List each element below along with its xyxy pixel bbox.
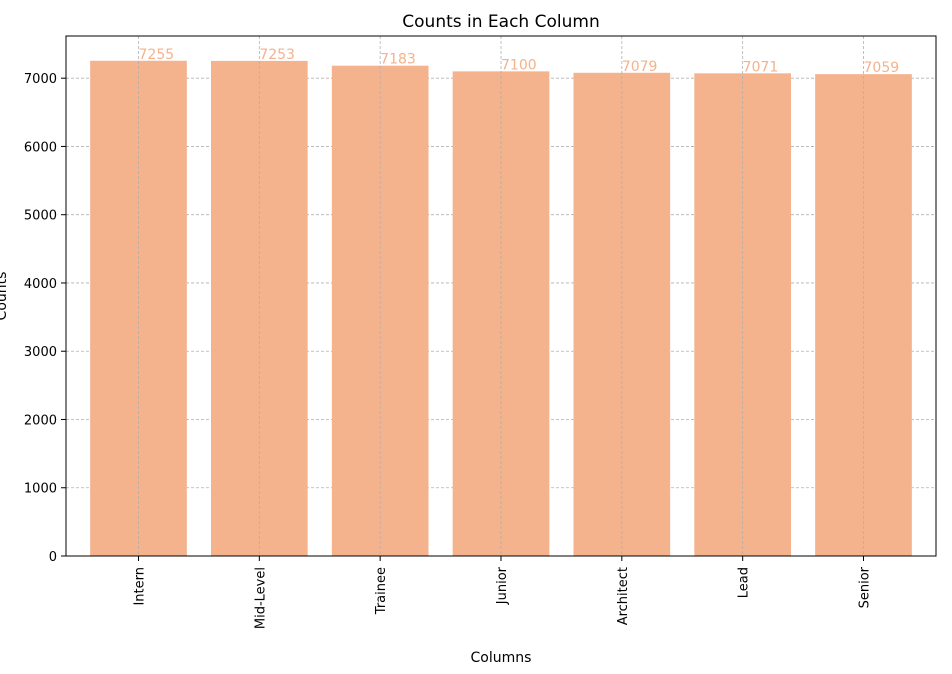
x-axis-label: Columns (471, 650, 532, 666)
y-tick-label: 5000 (24, 209, 57, 224)
y-tick-label: 1000 (24, 482, 57, 497)
y-tick-label: 6000 (24, 140, 57, 155)
bar-value-label: 7079 (622, 59, 658, 75)
y-axis-label: Counts (0, 272, 10, 321)
y-axis-ticks: 0 1000 2000 3000 4000 5000 6000 7000 (24, 72, 66, 565)
x-tick-label: Mid-Level (253, 567, 268, 629)
bar (815, 74, 912, 557)
x-tick-label: Senior (858, 566, 873, 608)
x-axis-ticks: Intern Mid-Level Trainee Junior Architect Lea… (133, 556, 873, 629)
x-tick-label: Intern (133, 567, 148, 606)
bar-value-label: 7183 (380, 52, 416, 68)
chart-title: Counts in Each Column (402, 12, 599, 32)
bar-value-label: 7059 (864, 60, 900, 76)
y-tick-label: 2000 (24, 413, 57, 428)
y-tick-label: 4000 (24, 277, 57, 292)
y-tick-label: 3000 (24, 345, 57, 360)
x-tick-label: Architect (616, 567, 631, 625)
x-tick-label: Junior (495, 566, 510, 605)
x-tick-label: Trainee (374, 567, 389, 615)
vertical-grid-layer (138, 36, 864, 556)
bar-value-label: 7071 (743, 59, 779, 75)
bar-value-label: 7253 (259, 47, 295, 63)
y-tick-label: 7000 (24, 72, 57, 87)
value-label-layer: 7255 7253 7183 7100 7079 7071 7059 (139, 47, 900, 76)
bar-value-label: 7100 (501, 57, 537, 73)
x-tick-label: Lead (737, 567, 752, 598)
y-tick-label: 0 (49, 550, 57, 565)
bar-value-label: 7255 (139, 47, 175, 63)
